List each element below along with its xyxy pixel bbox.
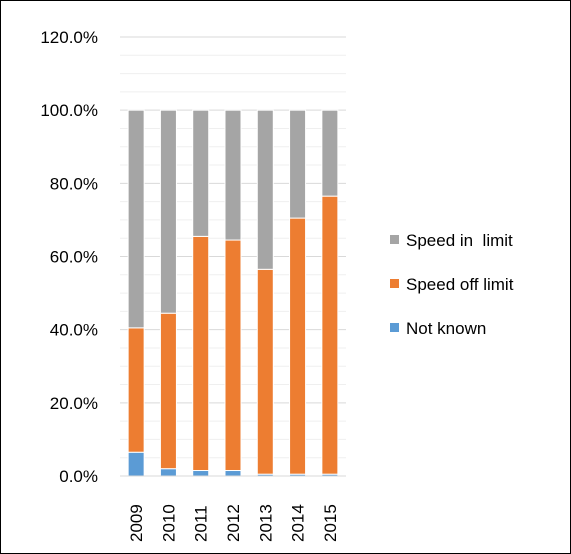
y-tick-label: 100.0% <box>40 101 98 120</box>
bar-segment-speed-in-limit-2009 <box>127 109 145 329</box>
bar-segment-speed-off-limit-2009 <box>127 327 145 453</box>
x-tick-label: 2014 <box>289 504 308 542</box>
bar-segment-speed-in-limit-2010 <box>159 109 177 314</box>
legend-label: Not known <box>406 319 486 338</box>
legend-label: Speed off limit <box>406 275 514 294</box>
x-tick-label: 2015 <box>321 504 340 542</box>
x-tick-label: 2012 <box>224 504 243 542</box>
y-tick-label: 80.0% <box>50 174 98 193</box>
legend: Speed in limit Speed off limit Not known <box>390 231 514 338</box>
y-tick-label: 20.0% <box>50 394 98 413</box>
y-tick-label: 40.0% <box>50 321 98 340</box>
bars <box>127 109 339 477</box>
bar-segment-not-known-2012 <box>224 470 242 477</box>
axes: 0.0% 20.0% 40.0% 60.0% 80.0% 100.0% 120.0% 2009… <box>40 28 346 542</box>
x-tick-label: 2011 <box>192 505 211 542</box>
x-tick-label: 2010 <box>159 504 178 542</box>
bar-segment-speed-in-limit-2013 <box>256 109 274 270</box>
bar-segment-speed-off-limit-2013 <box>256 268 274 475</box>
bar-segment-speed-off-limit-2011 <box>192 235 210 472</box>
bar-segment-not-known-2011 <box>192 470 210 477</box>
legend-swatch <box>390 279 399 288</box>
y-tick-label: 60.0% <box>50 248 98 267</box>
legend-swatch <box>390 235 399 244</box>
y-tick-label: 0.0% <box>59 467 98 486</box>
bar-segment-speed-off-limit-2015 <box>321 195 339 475</box>
legend-swatch <box>390 323 399 332</box>
y-tick-label: 120.0% <box>40 28 98 47</box>
bar-segment-speed-in-limit-2014 <box>289 109 307 219</box>
bar-segment-speed-off-limit-2010 <box>159 312 177 470</box>
bar-segment-speed-off-limit-2012 <box>224 239 242 472</box>
bar-segment-speed-in-limit-2015 <box>321 109 339 197</box>
x-tick-label: 2009 <box>127 504 146 542</box>
legend-label: Speed in limit <box>406 231 513 250</box>
bar-segment-speed-off-limit-2014 <box>289 217 307 475</box>
x-tick-label: 2013 <box>256 504 275 542</box>
bar-segment-not-known-2009 <box>127 451 145 477</box>
bar-segment-not-known-2010 <box>159 468 177 477</box>
bar-segment-speed-in-limit-2011 <box>192 109 210 237</box>
bar-segment-speed-in-limit-2012 <box>224 109 242 241</box>
